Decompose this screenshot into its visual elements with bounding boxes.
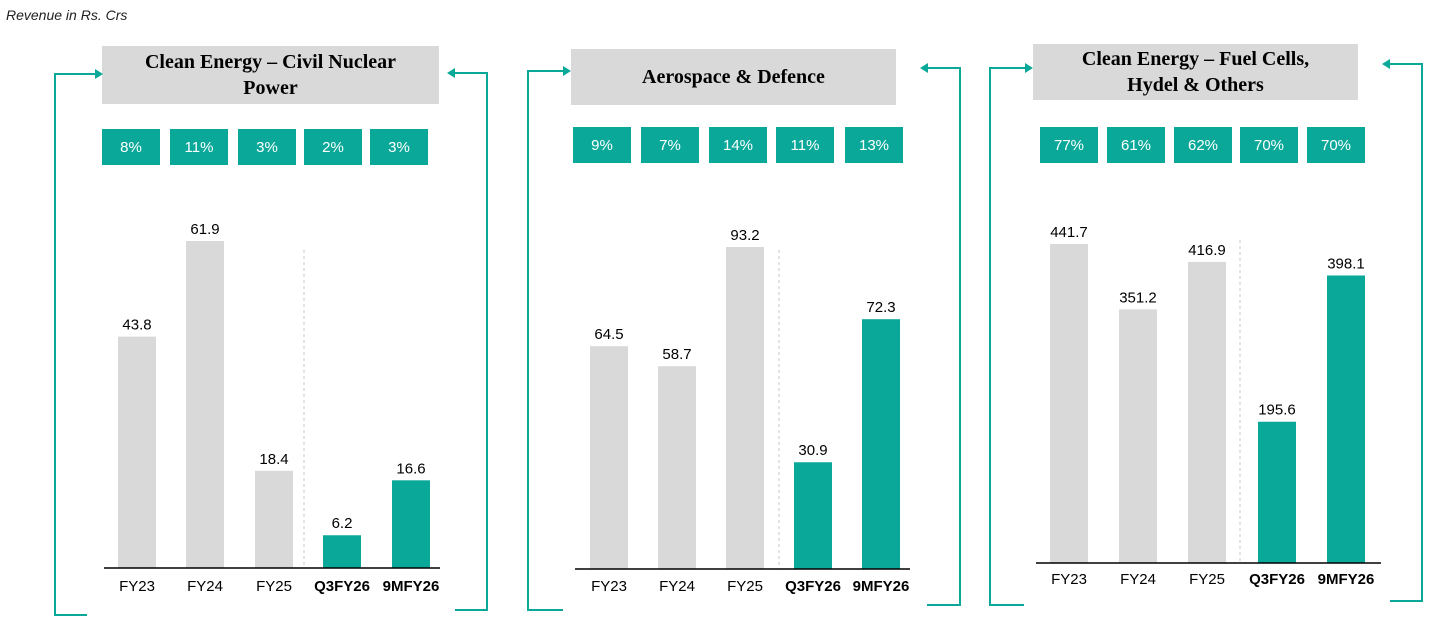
share-box-9mfy26: 13% [845, 127, 903, 163]
tick-label-q3fy26: Q3FY26 [314, 578, 370, 595]
share-box-q3fy26: 70% [1240, 127, 1298, 163]
share-box-q3fy26: 2% [304, 129, 362, 165]
bar-fy24 [186, 241, 224, 568]
panel-title-line: Power [243, 77, 298, 99]
bar-fy25 [1188, 261, 1226, 563]
panel-title-line: Aerospace & Defence [642, 66, 825, 88]
share-box-fy24: 11% [170, 129, 228, 165]
data-label-fy25: 416.9 [1188, 242, 1226, 259]
tick-label-fy23: FY23 [119, 578, 155, 595]
tick-label-fy23: FY23 [591, 578, 627, 595]
share-box-fy24: 7% [641, 127, 699, 163]
panel-title-line: Hydel & Others [1127, 74, 1264, 96]
bar-fy23 [590, 346, 628, 569]
tick-label-fy25: FY25 [256, 578, 292, 595]
bar-q3fy26 [1258, 421, 1296, 563]
bar-9mfy26 [862, 319, 900, 569]
share-box-9mfy26: 3% [370, 129, 428, 165]
panel-title-aerospace-defence: Aerospace & Defence [571, 49, 896, 105]
share-box-q3fy26: 11% [776, 127, 834, 163]
bar-q3fy26 [323, 535, 361, 568]
bar-fy23 [118, 336, 156, 568]
tick-label-9mfy26: 9MFY26 [383, 578, 440, 595]
share-box-fy25: 14% [709, 127, 767, 163]
panel-title-line: Clean Energy – Fuel Cells, [1081, 48, 1310, 70]
panel-title-fuel-cells-hydel: Clean Energy – Fuel Cells, Hydel & Other… [1033, 44, 1358, 100]
data-label-fy23: 43.8 [122, 317, 151, 334]
share-box-fy24: 61% [1107, 127, 1165, 163]
data-label-fy25: 93.2 [730, 227, 759, 244]
panel-title-line: Clean Energy – Civil Nuclear [144, 51, 397, 73]
tick-label-9mfy26: 9MFY26 [853, 578, 910, 595]
share-box-fy25: 3% [238, 129, 296, 165]
data-label-fy24: 58.7 [662, 346, 691, 363]
bar-fy25 [726, 247, 764, 569]
data-label-9mfy26: 72.3 [866, 299, 895, 316]
tick-label-9mfy26: 9MFY26 [1318, 571, 1375, 588]
bracket-connectors [54, 59, 1423, 616]
chart-panel-1: 43.8 FY23 61.9 FY24 18.4 FY25 6.2 Q3FY26 16.6 9MF… [104, 221, 440, 595]
data-label-q3fy26: 6.2 [332, 515, 353, 532]
share-box-fy23: 9% [573, 127, 631, 163]
tick-label-q3fy26: Q3FY26 [785, 578, 841, 595]
bar-fy24 [658, 366, 696, 569]
tick-label-fy24: FY24 [187, 578, 223, 595]
share-box-fy23: 77% [1040, 127, 1098, 163]
data-label-fy23: 441.7 [1050, 224, 1088, 241]
tick-label-fy24: FY24 [1120, 571, 1156, 588]
bar-q3fy26 [794, 462, 832, 569]
data-label-fy24: 351.2 [1119, 289, 1157, 306]
tick-label-fy24: FY24 [659, 578, 695, 595]
chart-panel-2: 64.5 FY23 58.7 FY24 93.2 FY25 30.9 Q3FY26 72.3 9M… [575, 227, 910, 595]
panel-title-civil-nuclear: Clean Energy – Civil Nuclear Power [102, 46, 439, 104]
data-label-q3fy26: 30.9 [798, 442, 827, 459]
data-label-9mfy26: 16.6 [396, 460, 425, 477]
bar-fy23 [1050, 244, 1088, 563]
data-label-q3fy26: 195.6 [1258, 402, 1296, 419]
data-label-9mfy26: 398.1 [1327, 255, 1365, 272]
data-label-fy25: 18.4 [259, 451, 288, 468]
share-box-9mfy26: 70% [1307, 127, 1365, 163]
data-label-fy24: 61.9 [190, 221, 219, 238]
chart-panel-3: 441.7 FY23 351.2 FY24 416.9 FY25 195.6 Q3FY26 39… [1036, 224, 1381, 588]
share-box-fy23: 8% [102, 129, 160, 165]
share-box-fy25: 62% [1174, 127, 1232, 163]
bar-fy25 [255, 470, 293, 568]
revenue-unit-caption: Revenue in Rs. Crs [6, 7, 128, 23]
tick-label-q3fy26: Q3FY26 [1249, 571, 1305, 588]
bar-fy24 [1119, 309, 1157, 563]
bar-9mfy26 [1327, 275, 1365, 563]
bar-9mfy26 [392, 480, 430, 568]
tick-label-fy25: FY25 [727, 578, 763, 595]
tick-label-fy23: FY23 [1051, 571, 1087, 588]
data-label-fy23: 64.5 [594, 326, 623, 343]
tick-label-fy25: FY25 [1189, 571, 1225, 588]
